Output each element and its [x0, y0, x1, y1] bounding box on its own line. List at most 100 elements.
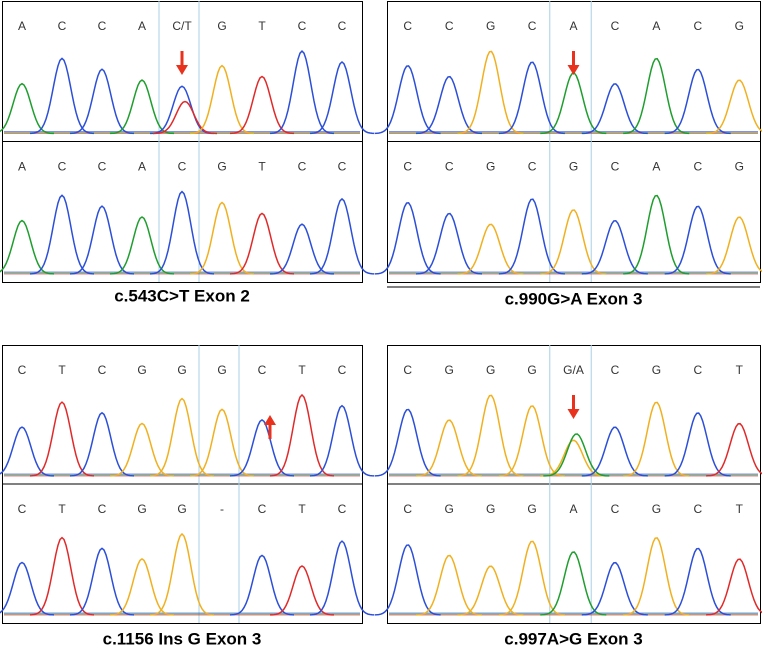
trace-peak	[543, 433, 610, 477]
trace-peak	[415, 75, 483, 135]
base-label: C	[693, 363, 702, 377]
base-label: C	[18, 502, 27, 516]
trace-peak	[270, 565, 334, 616]
base-label: C	[445, 160, 454, 174]
base-label: C	[298, 160, 307, 174]
base-label: C/T	[172, 19, 192, 33]
base-label: T	[298, 502, 306, 516]
trace-peak	[189, 201, 255, 275]
trace-peak	[540, 209, 607, 275]
base-label: A	[138, 160, 146, 174]
trace-peak	[150, 85, 214, 135]
trace-peak	[581, 220, 648, 275]
base-label: A	[652, 160, 660, 174]
base-label: C	[528, 19, 537, 33]
caption: c.990G>A Exon 3	[505, 289, 643, 308]
trace-peak	[109, 79, 175, 135]
trace-peak	[109, 557, 175, 616]
arrow-head	[567, 409, 580, 419]
trace-peak	[69, 68, 135, 135]
trace-peak	[581, 561, 648, 616]
base-label: C	[98, 19, 107, 33]
base-label: T	[736, 363, 744, 377]
base-label: C	[528, 160, 537, 174]
base-label: G	[569, 160, 578, 174]
trace-peak	[457, 223, 524, 275]
base-label: C	[403, 363, 412, 377]
trace-peak	[540, 439, 607, 477]
trace-peak	[309, 404, 375, 477]
trace-peak	[457, 50, 524, 135]
trace-peak	[229, 418, 295, 477]
base-label: C	[693, 502, 702, 516]
trace-peak	[109, 216, 175, 275]
trace-peak	[498, 61, 565, 135]
trace-peak	[498, 540, 565, 616]
base-label: A	[652, 19, 660, 33]
trace-peak	[581, 83, 648, 135]
base-label: G	[217, 363, 226, 377]
trace-peak	[309, 540, 375, 616]
base-label: T	[258, 19, 266, 33]
base-label: T	[258, 160, 266, 174]
base-label: A	[18, 19, 26, 33]
base-label: G	[652, 502, 661, 516]
arrow-head	[176, 65, 188, 75]
trace-peak	[29, 401, 95, 477]
base-label: C	[178, 160, 187, 174]
trace-peak	[269, 50, 335, 135]
trace-peak	[623, 401, 690, 477]
trace-peak	[29, 57, 95, 135]
trace-peak	[374, 408, 441, 477]
caption: c.1156 Ins G Exon 3	[103, 629, 262, 648]
base-label: C	[258, 363, 267, 377]
base-label: G	[444, 363, 453, 377]
trace-peak	[269, 393, 335, 477]
base-label: C	[445, 19, 454, 33]
base-label: T	[58, 502, 66, 516]
trace-peak	[69, 411, 135, 477]
trace-peak	[270, 223, 334, 275]
trace-peak	[706, 79, 762, 135]
base-label: C	[403, 160, 412, 174]
base-label: G	[486, 160, 495, 174]
base-label: A	[569, 19, 577, 33]
base-label: C	[611, 363, 620, 377]
base-label: G	[735, 160, 744, 174]
trace-peak	[29, 194, 95, 275]
base-label: C	[403, 19, 412, 33]
trace-peak	[664, 412, 731, 477]
trace-peak	[309, 60, 375, 135]
trace-peak	[706, 216, 762, 275]
trace-peak	[229, 212, 295, 275]
arrow-head	[264, 415, 276, 425]
trace-peak	[0, 561, 55, 616]
trace-peak	[623, 537, 690, 616]
trace-peak	[664, 68, 731, 135]
base-label: C	[58, 160, 67, 174]
base-label: G	[652, 363, 661, 377]
trace-peak	[374, 65, 441, 135]
trace-peak	[498, 198, 565, 275]
trace-peak	[229, 75, 295, 135]
base-label: C	[338, 19, 347, 33]
base-label: C	[403, 502, 412, 516]
base-label: G	[177, 363, 186, 377]
base-label: A	[569, 502, 577, 516]
trace-peak	[623, 57, 690, 135]
base-label: C	[98, 502, 107, 516]
base-label: C	[58, 19, 67, 33]
base-label: G	[444, 502, 453, 516]
trace-peak	[540, 551, 607, 616]
trace-peak	[457, 565, 524, 616]
trace-peak	[0, 219, 55, 275]
base-label: A	[18, 160, 26, 174]
trace-peak	[664, 205, 731, 275]
trace-peak	[309, 197, 375, 275]
trace-peak	[457, 394, 524, 477]
base-label: G	[486, 363, 495, 377]
trace-peak	[0, 82, 54, 135]
trace-peak	[189, 408, 255, 477]
trace-peak	[29, 536, 95, 616]
